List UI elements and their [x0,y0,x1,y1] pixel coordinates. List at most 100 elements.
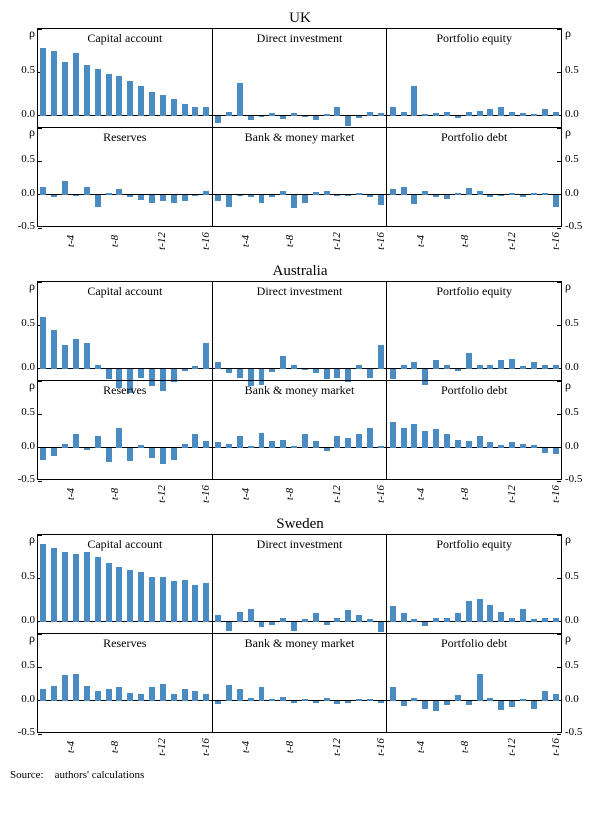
bar [62,62,68,116]
bar [378,113,384,116]
bar [324,698,330,701]
panel-title: Portfolio equity [387,537,561,552]
bar [542,448,548,453]
bar [171,694,177,701]
bar [226,112,232,116]
bar [237,195,243,196]
bar [280,440,286,448]
bar [487,698,493,701]
bar [531,619,537,622]
bar [324,114,330,116]
bar [444,195,450,199]
bar [367,195,373,198]
y-axis-left: ρ0.50.0 [10,281,38,381]
chart-panel: Capital account [37,281,213,381]
y-tick-label: 0.0 [21,361,35,373]
bar [477,111,483,116]
chart-panel: Bank & money market [212,633,388,733]
bar [192,195,198,196]
x-axis-row: t-4t-8t-12t-16t-4t-8t-12t-16t-4t-8t-12t-… [10,227,590,255]
bar [324,369,330,379]
panel-title: Bank & money market [213,636,387,651]
bar [73,195,79,196]
bar [237,436,243,448]
x-tick-label: t-8 [459,488,471,500]
bar [51,330,57,369]
bar [553,618,559,621]
bar [345,610,351,622]
bar [291,701,297,703]
x-tick-label: t-16 [549,738,561,756]
bar [466,188,472,195]
panel-row: ρ0.50.0Capital accountDirect investmentP… [10,29,590,128]
x-tick-label: t-4 [415,741,427,753]
bar [73,554,79,622]
x-tick-label: t-16 [200,232,212,250]
bar [138,694,144,701]
bar [248,446,254,448]
x-tick-label: t-8 [109,741,121,753]
bar [40,689,46,701]
bar [401,428,407,448]
bar [73,53,79,116]
bar [553,112,559,115]
y-tick-label: 0.5 [21,406,35,418]
chart-panel: Reserves [37,127,213,227]
panel-row: ρ0.50.0Capital accountDirect investmentP… [10,535,590,634]
bar [51,51,57,116]
x-tick-label: t-4 [66,488,78,500]
bar [433,195,439,197]
panel-title: Capital account [38,31,212,46]
y-tick-label: 0.5 [565,659,579,671]
country-title: Australia [10,263,590,280]
bar [95,436,101,448]
bar [160,577,166,622]
bar [411,424,417,447]
y-tick-label: 0.0 [565,693,579,705]
y-axis-symbol: ρ [29,631,35,646]
x-tick-label: t-16 [549,485,561,503]
x-tick-label: t-16 [200,485,212,503]
bar [192,107,198,116]
panel-title: Portfolio equity [387,284,561,299]
bar [182,444,188,447]
x-axis-row: t-4t-8t-12t-16t-4t-8t-12t-16t-4t-8t-12t-… [10,480,590,508]
chart-panel: Portfolio debt [386,127,562,227]
bar [106,369,112,379]
panel-row: ρ0.50.0-0.5ReservesBank & money marketPo… [10,128,590,227]
bar [215,442,221,447]
y-tick-label: 0.0 [565,187,579,199]
bar [477,365,483,368]
bar [138,445,144,448]
bar [324,622,330,625]
bar [378,446,384,448]
bar [40,48,46,116]
bar [203,107,209,116]
bar [40,187,46,195]
y-axis-symbol: ρ [565,378,571,393]
x-axis: t-4t-8t-12t-16 [37,227,213,255]
x-tick-label: t-12 [331,232,343,250]
bar [433,113,439,116]
bar [84,552,90,622]
bar [367,112,373,115]
y-tick-label: 0.5 [21,317,35,329]
bar [356,434,362,447]
bar [182,369,188,371]
bar [237,612,243,622]
x-axis: t-4t-8t-12t-16 [212,480,388,508]
y-axis-left: ρ0.50.0 [10,28,38,128]
bar [259,116,265,117]
y-tick-label: 0.5 [21,570,35,582]
bar [466,701,472,705]
x-tick-label: t-4 [415,488,427,500]
panel-title: Direct investment [213,284,387,299]
y-tick-label: 0.0 [21,108,35,120]
x-tick-label: t-8 [109,488,121,500]
bar [84,343,90,369]
bar [116,189,122,194]
bar [313,192,319,195]
bar [116,428,122,448]
bar [487,109,493,116]
bar [466,112,472,115]
